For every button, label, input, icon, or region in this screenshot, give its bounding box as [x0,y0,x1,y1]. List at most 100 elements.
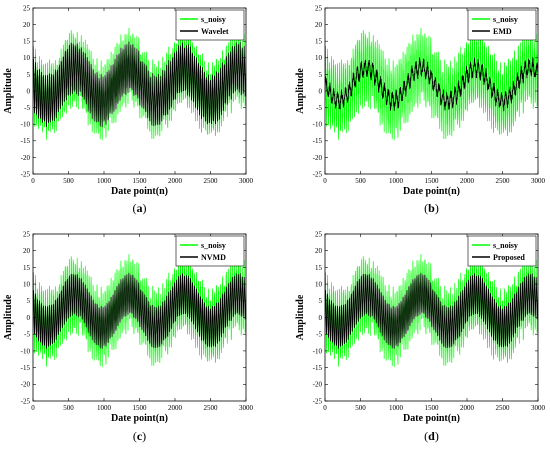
legend-entry: NVMD [201,253,226,262]
y-tick-label: -25 [313,170,323,178]
series-line-nvmd [33,272,246,349]
x-tick-label: 2000 [168,177,183,185]
y-tick-label: 5 [319,297,323,305]
x-tick-label: 1000 [389,404,404,412]
x-tick-label: 2500 [496,177,511,185]
x-tick-label: 2500 [204,404,219,412]
series-line-wavelet [33,41,246,128]
legend-box [175,9,245,41]
y-tick-label: 15 [23,38,31,46]
legend: s_noisy EMD [467,9,537,41]
x-tick-label: 500 [63,404,74,412]
x-tick-label: 1000 [389,177,404,185]
y-tick-label: -10 [21,121,31,129]
y-tick-label: 10 [315,281,323,289]
y-tick-label: 0 [319,314,323,322]
y-tick-label: -5 [24,331,30,339]
chart-panel-a: 0 500 1000 1500 2000 2500 3000 -25 -20 -15 -10 -5 0 5… [3,4,254,215]
x-axis-title: Date point(n) [403,413,460,424]
y-tick-label: 25 [23,4,31,12]
legend: s_noisy Proposed [467,235,537,267]
y-tick-label: -15 [313,364,323,372]
y-tick-label: -20 [313,154,323,162]
y-tick-label: 25 [315,230,323,238]
y-tick-label: -10 [313,347,323,355]
y-tick-label: 5 [319,71,323,79]
chart-panel-b: 0 500 1000 1500 2000 2500 3000 -25 -20 -15 -10 -5 0 5… [295,4,546,215]
legend-entry: s_noisy [493,241,518,250]
legend-entry: Proposed [493,253,525,262]
x-tick-label: 3000 [239,177,254,185]
legend-box [467,235,537,267]
legend-box [175,235,245,267]
y-tick-label: -20 [21,381,31,389]
legend: s_noisy Wavelet [175,9,245,41]
y-tick-label: -15 [21,364,31,372]
x-tick-label: 1500 [133,177,148,185]
x-tick-label: 2500 [496,404,511,412]
y-axis-title: Amplitude [295,68,306,114]
legend: s_noisy NVMD [175,235,245,267]
y-tick-label: -25 [21,170,31,178]
y-tick-label: 0 [27,314,31,322]
series-line-emd [325,56,538,112]
x-tick-label: 1000 [97,177,112,185]
y-tick-label: 20 [315,247,323,255]
y-tick-label: -5 [24,104,30,112]
x-tick-label: 2500 [204,177,219,185]
panel-caption: (a) [133,201,147,215]
x-tick-label: 0 [323,177,327,185]
legend-entry: EMD [493,27,512,36]
y-tick-label: 0 [27,87,31,95]
x-axis-title: Date point(n) [111,413,168,424]
y-tick-label: -20 [21,154,31,162]
y-axis-title: Amplitude [295,294,306,340]
y-tick-label: 25 [23,230,31,238]
x-tick-label: 0 [31,404,35,412]
y-tick-label: -5 [316,331,322,339]
panel-caption: (c) [133,429,146,443]
y-tick-label: 15 [315,38,323,46]
chart-panel-d: 0 500 1000 1500 2000 2500 3000 -25 -20 -15 -10 -5 0 5… [295,230,546,443]
y-tick-label: -10 [21,347,31,355]
y-axis-title: Amplitude [3,68,14,114]
x-tick-label: 1500 [425,177,440,185]
y-tick-label: 10 [315,54,323,62]
y-axis-title: Amplitude [3,294,14,340]
y-tick-label: 5 [27,297,31,305]
x-tick-label: 2000 [460,404,475,412]
series-line-s-noisy [325,27,538,141]
panel-caption: (b) [424,201,439,215]
x-tick-label: 1000 [97,404,112,412]
legend-entry: s_noisy [493,15,518,24]
y-tick-label: -15 [313,137,323,145]
panel-caption: (d) [424,429,439,443]
x-tick-label: 2000 [460,177,475,185]
x-tick-label: 2000 [168,404,183,412]
legend-entry: s_noisy [201,15,226,24]
y-tick-label: -25 [313,397,323,405]
y-tick-label: -20 [313,381,323,389]
y-tick-label: -5 [316,104,322,112]
y-tick-label: 10 [23,281,31,289]
y-tick-label: 20 [23,21,31,29]
x-tick-label: 0 [323,404,327,412]
chart-panel-c: 0 500 1000 1500 2000 2500 3000 -25 -20 -15 -10 -5 0 5… [3,230,254,443]
x-tick-label: 1500 [425,404,440,412]
y-tick-label: 15 [23,264,31,272]
y-tick-label: 20 [315,21,323,29]
y-tick-label: 0 [319,87,323,95]
x-tick-label: 3000 [239,404,254,412]
y-tick-label: 15 [315,264,323,272]
x-tick-label: 3000 [531,177,546,185]
legend-entry: Wavelet [201,27,229,36]
x-tick-label: 500 [355,404,366,412]
y-tick-label: 10 [23,54,31,62]
y-tick-label: 20 [23,247,31,255]
legend-box [467,9,537,41]
y-tick-label: -25 [21,397,31,405]
x-tick-label: 3000 [531,404,546,412]
x-tick-label: 500 [63,177,74,185]
y-tick-label: -15 [21,137,31,145]
